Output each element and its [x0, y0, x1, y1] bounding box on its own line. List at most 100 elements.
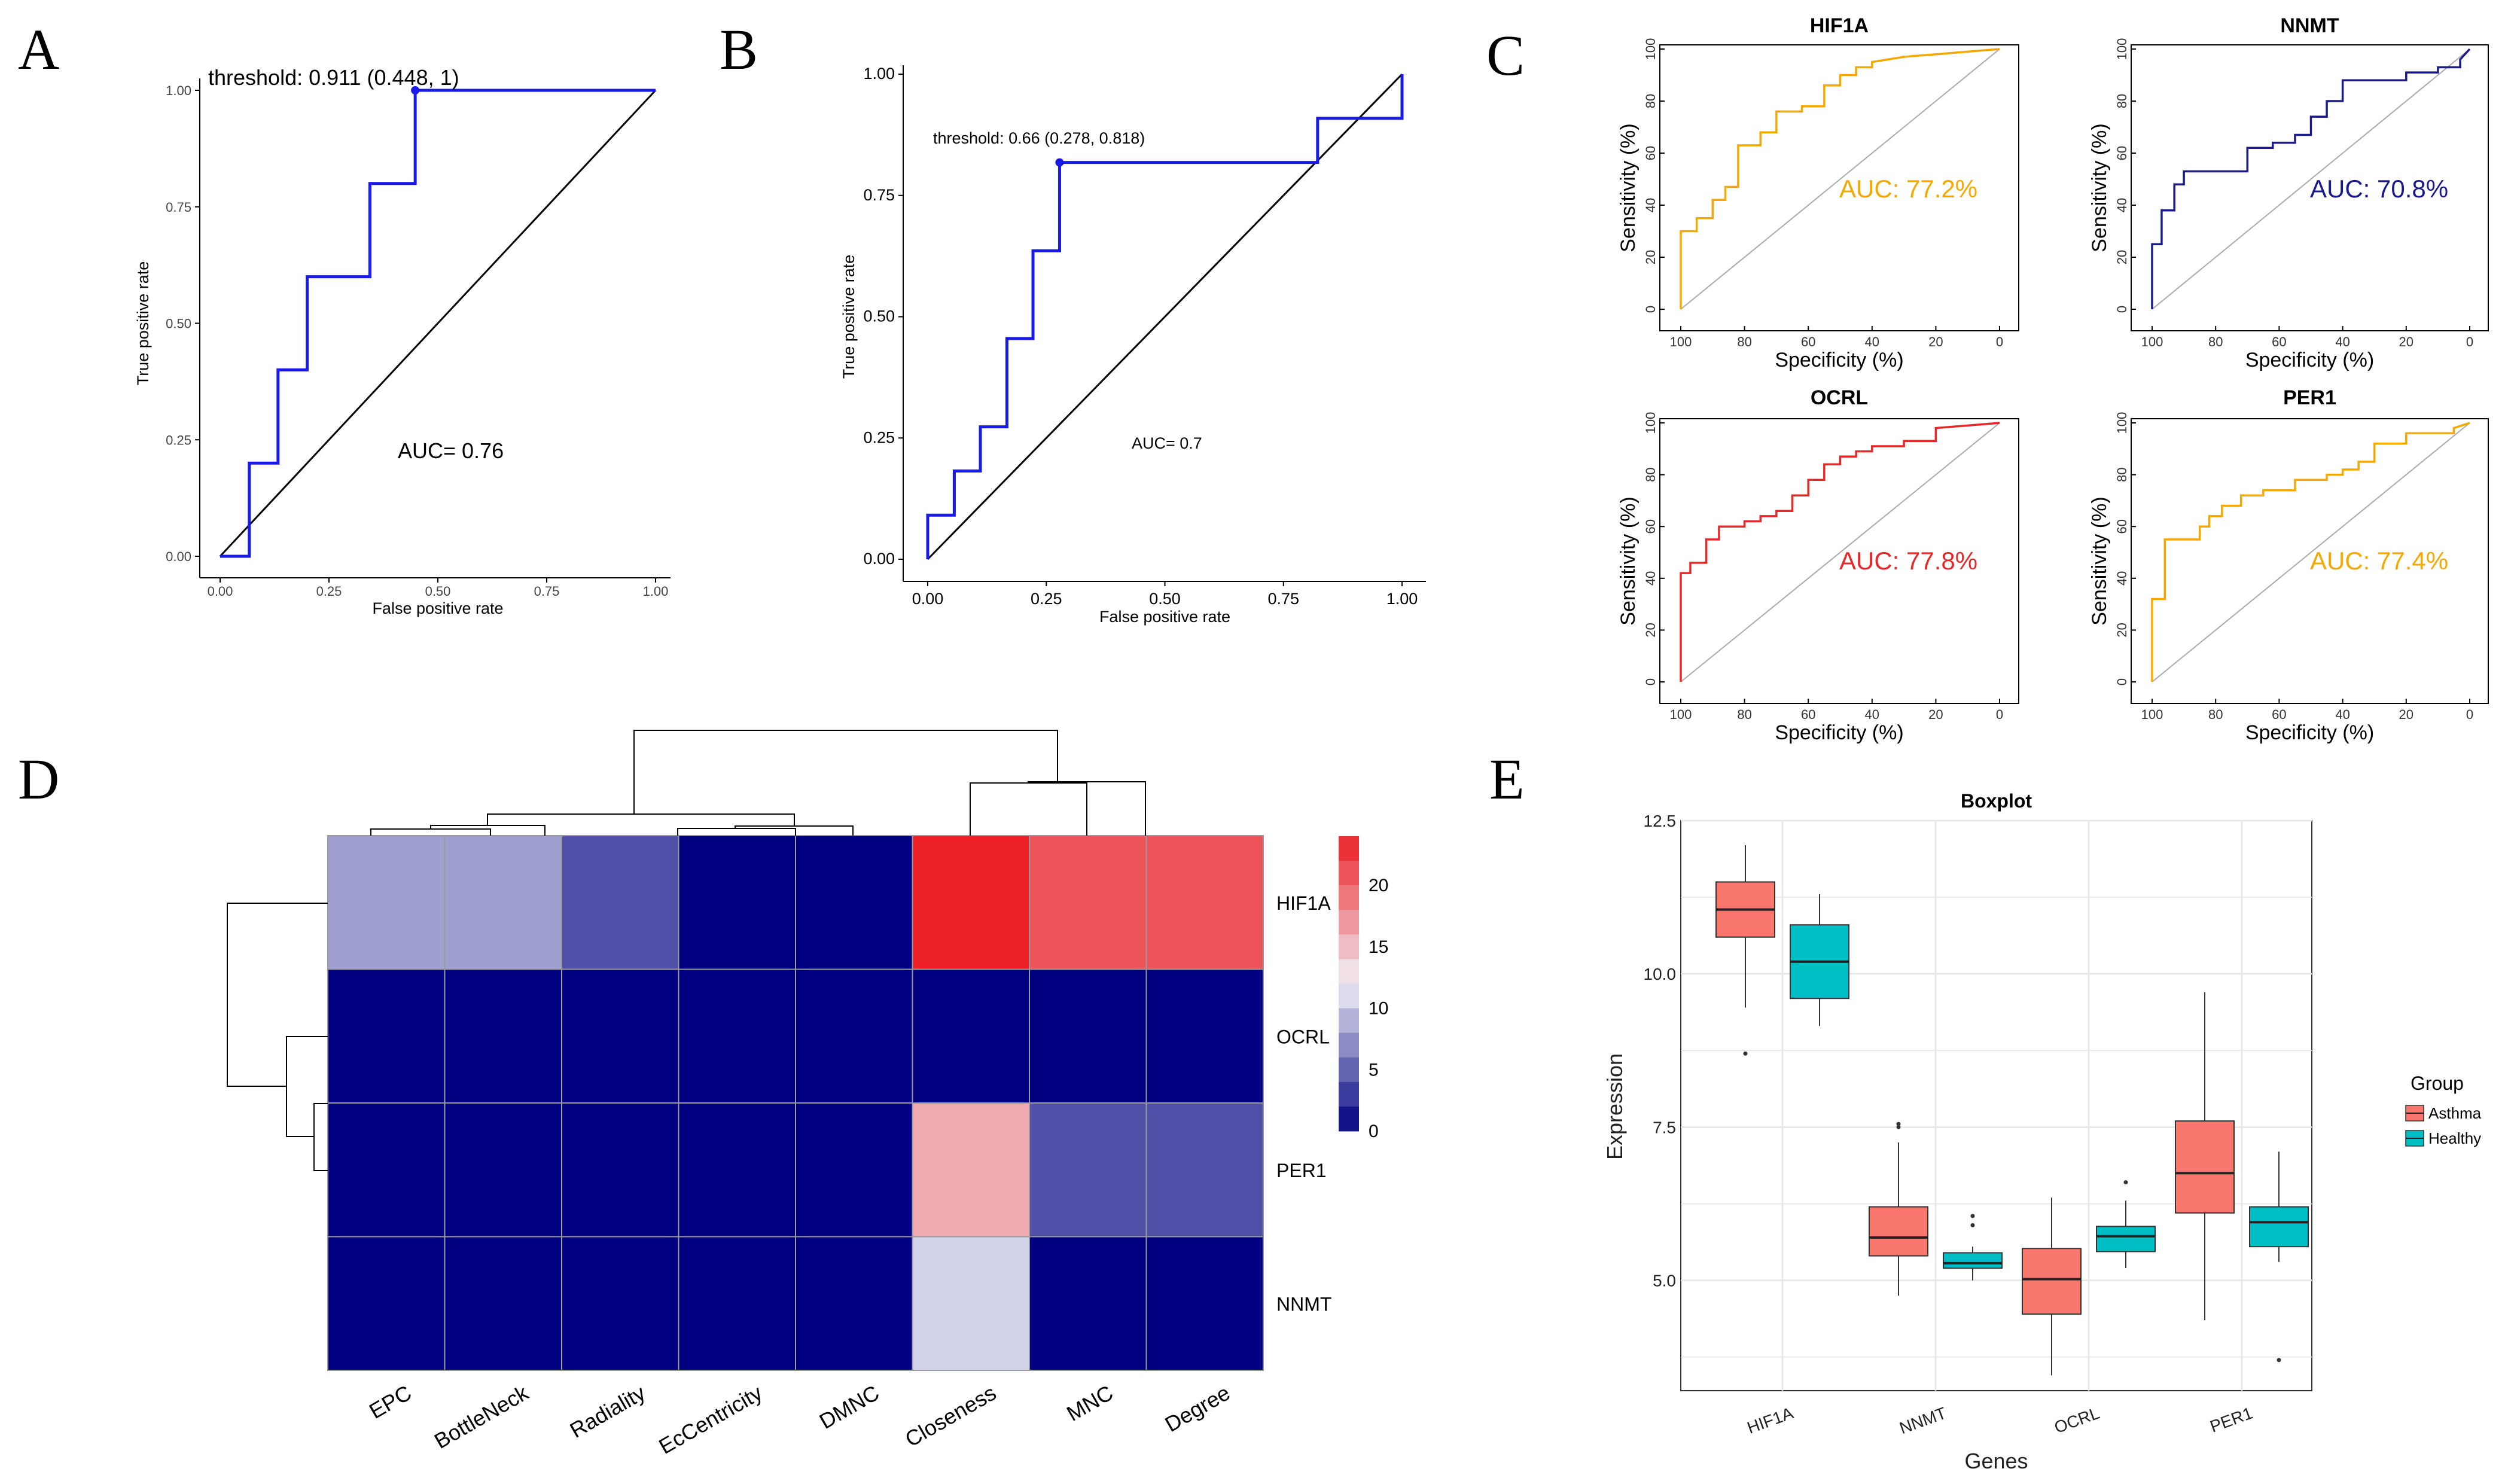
y-axis-label: Expression	[1602, 1053, 1627, 1160]
diagonal-reference-line	[1680, 48, 2000, 310]
heatmap-cell	[561, 1102, 679, 1238]
y-tick-label: 0	[2114, 306, 2129, 313]
colorbar-segment	[1339, 1106, 1359, 1132]
column-label: Radiality	[566, 1380, 650, 1443]
heatmap-cell	[561, 835, 679, 970]
y-tick-label: 0.25	[863, 428, 895, 446]
y-tick-label: 80	[2114, 467, 2129, 482]
dendrogram-branch	[1028, 781, 1146, 836]
colorbar-tick-label: 0	[1369, 1122, 1379, 1141]
x-tick-label: 40	[1865, 707, 1879, 722]
x-tick-label: 0	[2466, 707, 2473, 722]
heatmap-cell	[561, 968, 679, 1104]
y-tick-label: 40	[2114, 198, 2129, 212]
dendrogram-branch	[735, 825, 854, 836]
diagonal-reference-line	[927, 73, 1403, 560]
y-tick-label: 60	[1643, 519, 1658, 534]
auc-label: AUC: 70.8%	[2310, 175, 2448, 203]
x-tick-label: 1.00	[643, 584, 669, 599]
roc-curve	[926, 74, 1404, 559]
heatmap-cell	[795, 835, 913, 970]
x-axis-label: Genes	[1964, 1449, 2028, 1473]
colorbar-segment	[1339, 885, 1359, 910]
dendrogram-branch	[286, 1036, 328, 1137]
x-axis-label: Specificity (%)	[1775, 349, 1903, 371]
auc-label: AUC= 0.76	[398, 438, 504, 463]
x-tick-label: 0.25	[1031, 590, 1062, 608]
diagonal-reference-line	[219, 89, 657, 557]
column-label: BottleNeck	[430, 1380, 533, 1453]
x-axis-label: False positive rate	[1099, 608, 1230, 626]
dendrogram-branch	[970, 782, 1087, 836]
x-tick-label: 40	[2335, 334, 2349, 349]
dendrogram-branch	[227, 903, 328, 1087]
x-tick-label: 40	[1865, 334, 1879, 349]
x-tick-label: 0.00	[912, 590, 944, 608]
x-tick-label: 0.00	[208, 584, 233, 599]
y-tick-label: 0	[2114, 678, 2129, 685]
y-axis-label: Sensitivity (%)	[2088, 123, 2111, 252]
auc-label: AUC= 0.7	[1132, 434, 1202, 452]
box-iqr	[1943, 1252, 2003, 1269]
roc-curve	[1680, 422, 2000, 682]
y-tick-label: 20	[2114, 250, 2129, 264]
roc-subplot-ocrl: OCRL 0 20 40 60 80 100 100 80 60 40 20 0 Specificity …	[1617, 386, 2019, 744]
auc-label: AUC: 77.4%	[2310, 547, 2448, 575]
y-tick-label: 0.75	[863, 186, 895, 204]
box-iqr	[2175, 1120, 2235, 1214]
roc-curve	[2151, 422, 2470, 682]
heatmap-cell	[561, 1236, 679, 1371]
chart-title: Boxplot	[1961, 790, 2032, 812]
heatmap-cell	[912, 835, 1030, 970]
legend-item-healthy: Healthy	[2405, 1129, 2481, 1147]
dendrogram-branch	[487, 813, 795, 826]
y-tick-label: 1.00	[863, 65, 895, 83]
heatmap-panel: HIF1A OCRL PER1 NNMT EPC BottleNeck Radiality E…	[227, 730, 1388, 1459]
outlier-point	[1743, 1051, 1748, 1056]
threshold-label: threshold: 0.66 (0.278, 0.818)	[933, 129, 1145, 147]
y-tick-label: 80	[2114, 94, 2129, 108]
roc-curve	[1680, 48, 2000, 309]
y-tick-label: 40	[2114, 571, 2129, 586]
y-tick-label: 0.00	[863, 550, 895, 568]
subplot-title: NNMT	[2280, 14, 2339, 37]
column-label: Degree	[1160, 1380, 1234, 1437]
heatmap-cell	[678, 968, 796, 1104]
y-tick-label: 10.0	[1644, 965, 1677, 983]
dendrogram-branch	[677, 828, 796, 836]
x-tick-label: HIF1A	[1745, 1403, 1796, 1437]
heatmap-cell	[795, 968, 913, 1104]
column-label: MNC	[1062, 1380, 1117, 1425]
x-tick-label: 0.50	[1149, 590, 1181, 608]
y-tick-label: 7.5	[1653, 1118, 1676, 1136]
x-tick-label: 60	[1801, 707, 1815, 722]
x-tick-label: 60	[1801, 334, 1815, 349]
box-iqr	[2022, 1248, 2082, 1315]
x-tick-label: 80	[1737, 707, 1751, 722]
y-tick-label: 60	[1643, 146, 1658, 160]
x-tick-label: 60	[2272, 334, 2286, 349]
x-tick-label: 80	[2208, 334, 2223, 349]
x-tick-label: 0.75	[1267, 590, 1299, 608]
y-tick-label: 60	[2114, 519, 2129, 534]
x-tick-label: 1.00	[1386, 590, 1418, 608]
heatmap-cell	[678, 835, 796, 970]
colorbar-segment	[1339, 861, 1359, 886]
dendrogram-branch	[430, 825, 546, 836]
x-tick-label: 80	[1737, 334, 1751, 349]
panel-label-e: E	[1489, 747, 1525, 811]
heatmap-cell	[678, 1236, 796, 1371]
heatmap-cell	[795, 1236, 913, 1371]
dendrogram-branch	[370, 828, 491, 836]
outlier-point	[1896, 1122, 1901, 1126]
box-asthma-per1	[2175, 992, 2235, 1321]
x-tick-label: 0	[1996, 707, 2003, 722]
box-healthy-nnmt	[1943, 1214, 2003, 1281]
x-tick-label: 0	[2466, 334, 2473, 349]
y-axis-label: True positive rate	[134, 261, 152, 386]
x-tick-label: 0.25	[316, 584, 342, 599]
legend-label: Asthma	[2428, 1104, 2482, 1122]
row-label: PER1	[1276, 1160, 1327, 1181]
y-tick-label: 40	[1643, 571, 1658, 586]
subplot-title: PER1	[2283, 386, 2336, 409]
